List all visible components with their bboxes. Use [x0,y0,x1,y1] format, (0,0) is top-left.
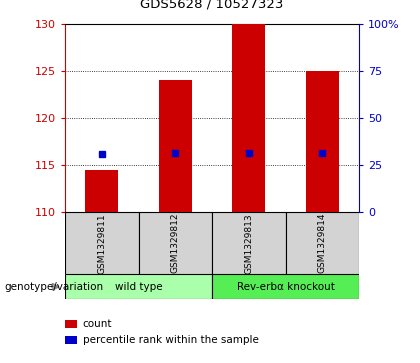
Text: percentile rank within the sample: percentile rank within the sample [83,335,259,345]
Bar [65,274,212,299]
Bar [212,212,286,274]
Text: Rev-erbα knockout: Rev-erbα knockout [236,282,335,292]
Bar [65,212,139,274]
Text: count: count [83,319,112,329]
Bar [286,212,359,274]
Bar [85,170,118,212]
Text: GDS5628 / 10527323: GDS5628 / 10527323 [140,0,284,10]
Text: genotype/variation: genotype/variation [4,282,103,292]
Bar [212,274,359,299]
Bar [65,320,77,328]
Bar [159,80,192,212]
Bar [306,71,339,212]
Text: wild type: wild type [115,282,163,292]
Text: GSM1329811: GSM1329811 [97,213,106,274]
Bar [65,336,77,344]
Text: GSM1329812: GSM1329812 [171,213,180,273]
Text: GSM1329813: GSM1329813 [244,213,253,274]
Text: GSM1329814: GSM1329814 [318,213,327,273]
Bar [139,212,212,274]
Bar [232,24,265,212]
